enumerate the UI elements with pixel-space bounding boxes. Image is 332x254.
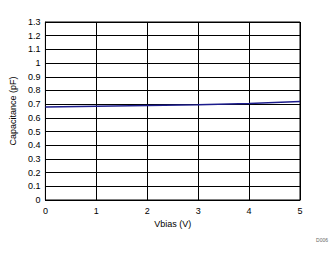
svg-text:0: 0 — [35, 195, 40, 205]
svg-text:0.7: 0.7 — [28, 99, 41, 109]
svg-text:0.2: 0.2 — [28, 168, 41, 178]
svg-text:D006: D006 — [316, 237, 328, 243]
svg-text:1.3: 1.3 — [28, 17, 41, 27]
svg-text:0.4: 0.4 — [28, 140, 41, 150]
svg-text:0.9: 0.9 — [28, 72, 41, 82]
svg-text:0: 0 — [43, 206, 48, 216]
svg-text:0.1: 0.1 — [28, 181, 41, 191]
svg-text:5: 5 — [297, 206, 302, 216]
svg-text:3: 3 — [196, 206, 201, 216]
svg-text:0.5: 0.5 — [28, 127, 41, 137]
svg-text:4: 4 — [247, 206, 252, 216]
svg-text:Vbias (V): Vbias (V) — [154, 219, 191, 229]
svg-text:1: 1 — [35, 58, 40, 68]
svg-text:Capacitance (pF): Capacitance (pF) — [8, 76, 18, 145]
svg-text:0.6: 0.6 — [28, 113, 41, 123]
svg-text:0.8: 0.8 — [28, 85, 41, 95]
svg-text:2: 2 — [145, 206, 150, 216]
svg-text:1: 1 — [94, 206, 99, 216]
svg-text:1.2: 1.2 — [28, 31, 41, 41]
svg-text:0.3: 0.3 — [28, 154, 41, 164]
svg-text:1.1: 1.1 — [28, 44, 41, 54]
